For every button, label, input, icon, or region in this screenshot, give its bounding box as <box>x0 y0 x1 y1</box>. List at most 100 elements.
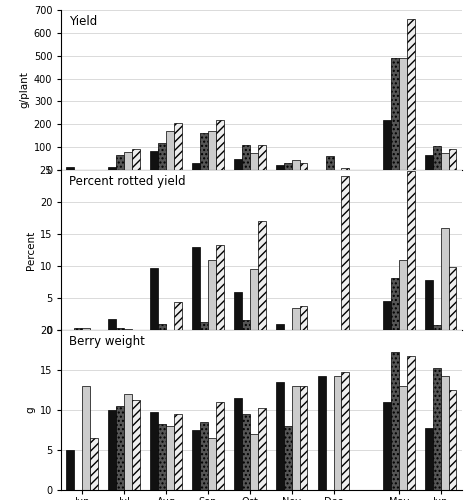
Bar <box>124 152 132 170</box>
Bar <box>433 325 441 330</box>
Bar <box>341 176 349 330</box>
Bar <box>333 376 341 490</box>
Bar <box>216 245 224 330</box>
Bar <box>108 319 116 330</box>
Bar <box>406 172 414 330</box>
Text: Berry weight: Berry weight <box>69 335 145 348</box>
Bar <box>90 438 98 490</box>
Bar <box>108 410 116 490</box>
Bar <box>284 163 292 170</box>
Bar <box>192 430 200 490</box>
Bar <box>108 166 116 170</box>
Bar <box>441 228 448 330</box>
Bar <box>258 221 266 330</box>
Bar <box>200 322 208 330</box>
Bar <box>234 292 242 330</box>
Bar <box>448 268 456 330</box>
Bar <box>242 320 250 330</box>
Bar <box>433 368 441 490</box>
Bar <box>116 328 124 330</box>
Bar <box>124 394 132 490</box>
Bar <box>276 166 284 170</box>
Bar <box>258 408 266 490</box>
Bar <box>318 376 325 490</box>
Bar <box>250 434 258 490</box>
Bar <box>325 156 333 170</box>
Bar <box>300 386 308 490</box>
Bar <box>158 142 166 170</box>
Bar <box>234 158 242 170</box>
Bar <box>276 324 284 330</box>
Bar <box>82 328 90 330</box>
Bar <box>116 155 124 170</box>
Bar <box>391 58 399 170</box>
Y-axis label: g: g <box>25 406 36 414</box>
Bar <box>192 247 200 330</box>
Bar <box>208 131 216 170</box>
Bar <box>250 153 258 170</box>
Bar <box>258 145 266 170</box>
Bar <box>276 382 284 490</box>
Text: Yield: Yield <box>69 15 97 28</box>
Bar <box>433 146 441 170</box>
Bar <box>234 398 242 490</box>
Bar <box>166 426 174 490</box>
Bar <box>66 450 74 490</box>
Legend: 2014, 2015, 2016, 2017: 2014, 2015, 2016, 2017 <box>176 364 347 374</box>
Bar <box>383 120 391 170</box>
Bar <box>341 372 349 490</box>
Bar <box>200 134 208 170</box>
Bar <box>391 352 399 490</box>
Bar <box>116 406 124 490</box>
Bar <box>300 163 308 170</box>
Bar <box>216 402 224 490</box>
Bar <box>292 160 300 170</box>
Bar <box>150 412 158 490</box>
Bar <box>74 328 82 330</box>
Bar <box>174 123 182 170</box>
Bar <box>292 386 300 490</box>
Bar <box>208 438 216 490</box>
Bar <box>208 260 216 330</box>
Bar <box>150 150 158 170</box>
Bar <box>292 308 300 330</box>
Bar <box>399 386 406 490</box>
Bar <box>174 302 182 330</box>
Bar <box>192 163 200 170</box>
Bar <box>391 278 399 330</box>
Bar <box>406 19 414 170</box>
Bar <box>341 168 349 170</box>
Bar <box>132 150 140 170</box>
Bar <box>425 280 433 330</box>
Y-axis label: Percent: Percent <box>25 230 35 270</box>
Bar <box>300 306 308 330</box>
Bar <box>425 155 433 170</box>
Bar <box>82 386 90 490</box>
Bar <box>383 402 391 490</box>
Text: Percent rotted yield: Percent rotted yield <box>69 175 186 188</box>
Bar <box>66 166 74 170</box>
Bar <box>150 268 158 330</box>
Bar <box>216 120 224 170</box>
Bar <box>158 424 166 490</box>
Bar <box>200 422 208 490</box>
Bar <box>158 324 166 330</box>
Bar <box>383 301 391 330</box>
Bar <box>425 428 433 490</box>
Legend: 2014, 2015, 2016, 2017: 2014, 2015, 2016, 2017 <box>176 204 347 214</box>
Bar <box>399 260 406 330</box>
Bar <box>284 426 292 490</box>
Bar <box>174 414 182 490</box>
Bar <box>448 150 456 170</box>
Bar <box>242 414 250 490</box>
Y-axis label: g/plant: g/plant <box>19 72 30 108</box>
Bar <box>132 400 140 490</box>
Bar <box>242 145 250 170</box>
Bar <box>124 328 132 330</box>
Bar <box>441 153 448 170</box>
Bar <box>399 58 406 170</box>
Bar <box>250 269 258 330</box>
Bar <box>406 356 414 490</box>
Bar <box>166 131 174 170</box>
Bar <box>448 390 456 490</box>
